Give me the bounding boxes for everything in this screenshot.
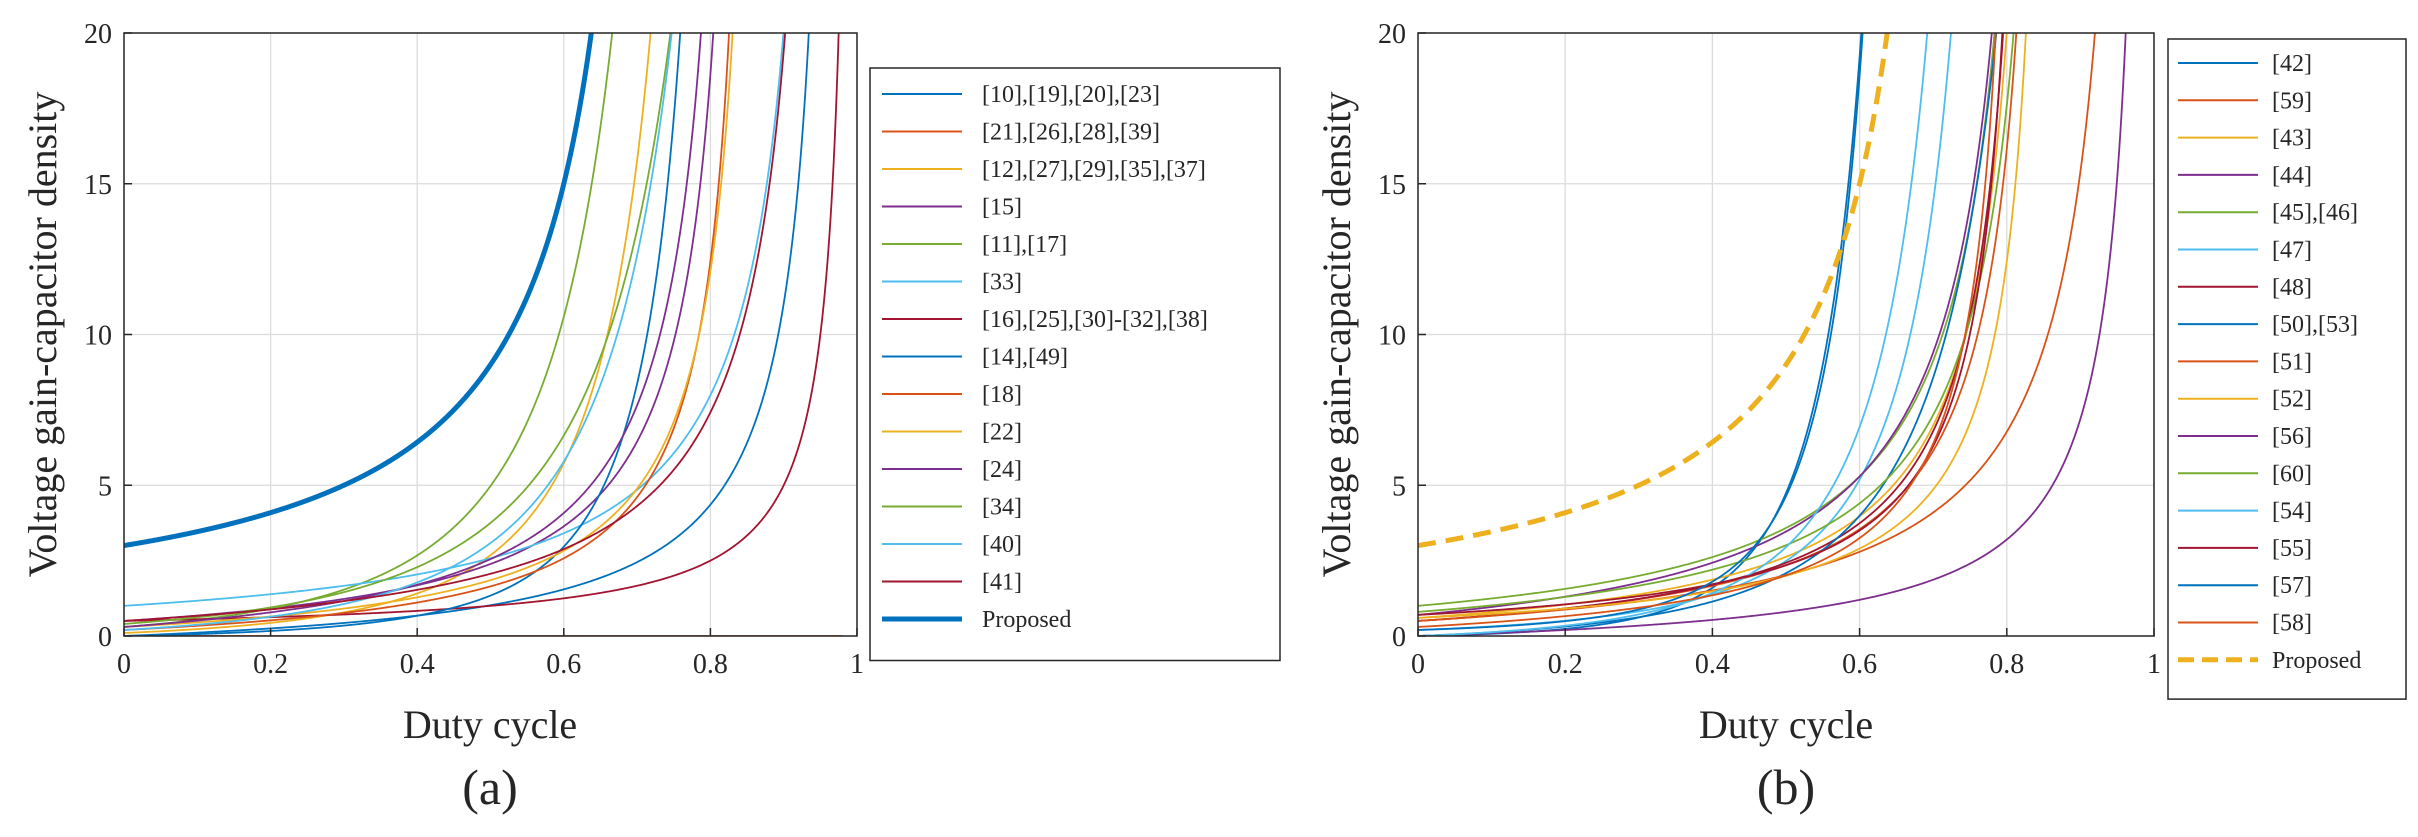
series-line-8 <box>124 33 730 631</box>
legend-entry-8: [18] <box>982 382 1022 408</box>
legend-entry-13: [55] <box>2272 536 2312 562</box>
legend-entry-10: [24] <box>982 457 1022 483</box>
legend-entry-5: [33] <box>982 270 1022 296</box>
series-line-5 <box>124 33 785 607</box>
legend-box <box>869 67 1281 662</box>
legend-entry-11: [34] <box>982 495 1022 521</box>
legend: [42] [59] [43] [44] [45],[46] [47] [48] [50],[5… <box>2167 38 2407 700</box>
series-line-13 <box>124 33 787 622</box>
legend-entry-16: Proposed <box>2272 648 2361 674</box>
legend-entry-3: [44] <box>2272 163 2312 189</box>
legend-entry-1: [21],[26],[28],[39] <box>982 120 1160 146</box>
legend-entry-4: [45],[46] <box>2272 200 2358 226</box>
series-line-2 <box>124 33 652 634</box>
x-tick-label: 0.4 <box>1695 649 1730 680</box>
legend-entry-14: [57] <box>2272 573 2312 599</box>
series-line-11 <box>1418 33 2015 613</box>
x-tick-label: 0.6 <box>546 649 581 680</box>
legend-entry-1: [59] <box>2272 88 2312 114</box>
legend-entry-9: [22] <box>982 420 1022 446</box>
y-tick-label: 20 <box>84 19 112 50</box>
y-tick-label: 15 <box>84 170 112 201</box>
y-tick-label: 20 <box>1378 19 1406 50</box>
series-line-12 <box>124 33 673 631</box>
legend-entry-11: [60] <box>2272 461 2312 487</box>
series-line-3 <box>1418 33 2127 636</box>
legend-entry-6: [48] <box>2272 275 2312 301</box>
legend-entry-0: [42] <box>2272 51 2312 77</box>
y-tick-label: 0 <box>1392 622 1406 653</box>
legend-entry-15: [58] <box>2272 611 2312 637</box>
x-tick-label: 0 <box>117 649 131 680</box>
x-tick-label: 0.6 <box>1842 649 1877 680</box>
series-line-14 <box>124 33 594 549</box>
panel-label: (b) <box>1757 759 1815 815</box>
series-line-9 <box>124 33 734 628</box>
series-line-16 <box>1418 33 1890 549</box>
series-line-9 <box>1418 33 2027 619</box>
x-tick-label: 0.2 <box>1548 649 1583 680</box>
legend-entry-5: [47] <box>2272 238 2312 264</box>
x-tick-label: 0 <box>1411 649 1425 680</box>
x-tick-label: 0.4 <box>400 649 435 680</box>
y-axis-label: Voltage gain-capacitor density <box>1314 92 1359 578</box>
legend-entry-2: [12],[27],[29],[35],[37] <box>982 157 1206 183</box>
legend-entry-0: [10],[19],[20],[23] <box>982 82 1160 108</box>
legend-entry-3: [15] <box>982 195 1022 221</box>
series-line-2 <box>1418 33 2008 619</box>
y-tick-label: 5 <box>1392 471 1406 502</box>
legend-entry-6: [16],[25],[30]-[32],[38] <box>982 307 1208 333</box>
y-axis-label: Voltage gain-capacitor density <box>20 92 65 578</box>
y-tick-label: 0 <box>98 622 112 653</box>
legend-box <box>2167 38 2407 700</box>
legend-entry-13: [41] <box>982 570 1022 596</box>
legend-entry-8: [51] <box>2272 349 2312 375</box>
x-axis-label: Duty cycle <box>403 702 577 747</box>
x-tick-label: 0.8 <box>693 649 728 680</box>
legend-entry-14: Proposed <box>982 607 1071 633</box>
legend-entry-4: [11],[17] <box>982 232 1067 258</box>
legend-entry-12: [40] <box>982 532 1022 558</box>
series-group <box>1418 33 2127 636</box>
x-tick-label: 1 <box>850 649 864 680</box>
legend-entry-2: [43] <box>2272 126 2312 152</box>
x-tick-label: 0.2 <box>253 649 288 680</box>
y-tick-label: 10 <box>1378 321 1406 352</box>
legend: [10],[19],[20],[23] [21],[26],[28],[39] [1… <box>869 67 1281 662</box>
series-line-15 <box>1418 33 1997 628</box>
legend-entry-10: [56] <box>2272 424 2312 450</box>
series-line-7 <box>124 33 682 636</box>
legend-entry-7: [14],[49] <box>982 345 1068 371</box>
y-tick-label: 10 <box>84 321 112 352</box>
legend-entry-12: [54] <box>2272 499 2312 525</box>
legend-entry-7: [50],[53] <box>2272 312 2358 338</box>
series-line-10 <box>1418 33 1993 616</box>
series-group <box>124 33 842 636</box>
panel-label: (a) <box>462 759 518 815</box>
x-tick-label: 0.8 <box>1989 649 2024 680</box>
y-tick-label: 5 <box>98 471 112 502</box>
y-tick-label: 15 <box>1378 170 1406 201</box>
x-tick-label: 1 <box>2147 649 2161 680</box>
series-line-10 <box>124 33 702 628</box>
series-line-4 <box>124 33 614 628</box>
legend-entry-9: [52] <box>2272 387 2312 413</box>
x-axis-label: Duty cycle <box>1699 702 1873 747</box>
series-line-4 <box>1418 33 1996 607</box>
